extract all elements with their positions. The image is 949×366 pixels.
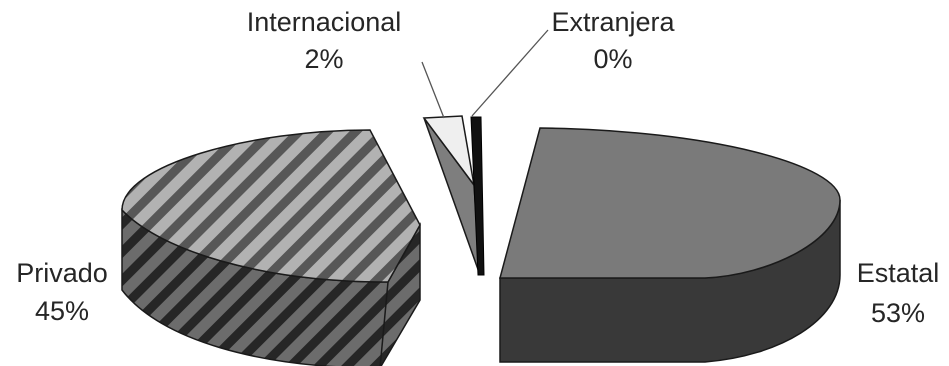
- label-extranjera: Extranjera 0%: [551, 7, 675, 74]
- label-internacional-percent: 2%: [304, 44, 343, 74]
- slice-extranjera-top: [470, 116, 485, 276]
- slice-extranjera: [470, 116, 485, 276]
- slice-estatal: [499, 127, 841, 363]
- slice-privado: [121, 129, 421, 366]
- label-estatal-percent: 53%: [871, 298, 925, 328]
- label-extranjera-name: Extranjera: [551, 7, 675, 37]
- leader-line-internacional: [421, 61, 445, 119]
- label-extranjera-percent: 0%: [593, 44, 632, 74]
- label-internacional: Internacional 2%: [247, 7, 402, 74]
- label-privado: Privado 45%: [16, 258, 108, 326]
- slice-privado-top: [121, 129, 421, 283]
- label-privado-percent: 45%: [35, 296, 89, 326]
- label-internacional-name: Internacional: [247, 7, 402, 37]
- label-privado-name: Privado: [16, 258, 108, 288]
- slice-estatal-top: [499, 127, 841, 279]
- leader-line-extranjera: [471, 29, 549, 117]
- label-estatal-name: Estatal: [857, 258, 940, 288]
- label-estatal: Estatal 53%: [857, 258, 940, 328]
